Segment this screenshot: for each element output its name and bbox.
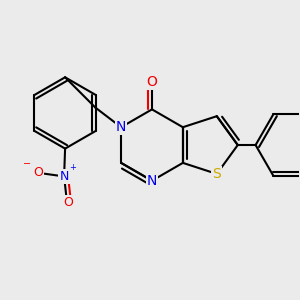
Text: O: O: [63, 196, 73, 208]
Text: +: +: [70, 163, 76, 172]
Text: O: O: [34, 167, 44, 179]
Text: S: S: [212, 167, 221, 181]
Text: O: O: [146, 75, 158, 88]
Text: N: N: [147, 174, 157, 188]
Text: N: N: [116, 120, 126, 134]
Text: −: −: [23, 159, 32, 169]
Text: N: N: [59, 170, 69, 183]
